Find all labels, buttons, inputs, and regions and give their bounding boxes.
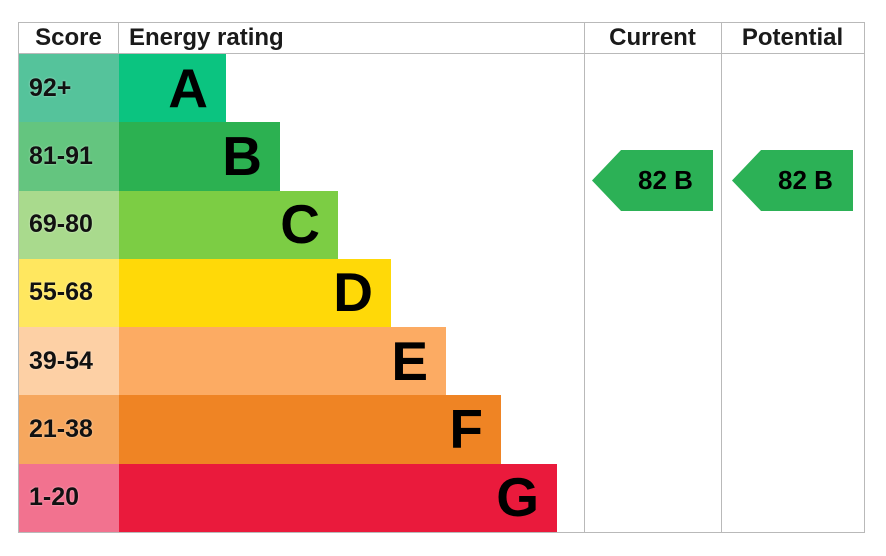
score-cell-b: 81-91	[19, 122, 119, 191]
band-row-d: 55-68 D	[19, 258, 864, 328]
rating-letter: A	[168, 56, 208, 119]
epc-table: Score Energy rating Current Potential 92…	[18, 22, 865, 533]
rating-bar-g: G	[119, 463, 557, 532]
band-row-f: 21-38 F	[19, 395, 864, 464]
score-cell-d: 55-68	[19, 258, 119, 328]
rating-bar-e: E	[119, 327, 446, 396]
score-column-header: Score	[19, 23, 119, 53]
current-column-divider	[584, 23, 585, 532]
rating-bar-a: A	[119, 54, 226, 123]
score-range-label: 69-80	[29, 210, 93, 239]
rating-letter: C	[280, 193, 320, 256]
rating-bar-d: D	[119, 258, 391, 328]
current-column-header: Current	[609, 24, 696, 51]
energy-rating-column-header: Energy rating	[129, 24, 284, 51]
current-rating-value: 82 B	[638, 165, 693, 195]
rating-letter: E	[391, 329, 428, 392]
rating-letter: G	[496, 466, 539, 529]
rating-bar-c: C	[119, 190, 338, 259]
epc-band-area: 92+ A 81-91 B 69-80 C	[19, 54, 864, 532]
score-range-label: 81-91	[29, 141, 93, 170]
current-rating-arrow: 82 B	[592, 150, 713, 211]
score-range-label: 21-38	[29, 415, 93, 444]
score-cell-g: 1-20	[19, 463, 119, 532]
score-range-label: 1-20	[29, 483, 80, 512]
potential-rating-arrow: 82 B	[732, 150, 853, 211]
band-row-a: 92+ A	[19, 54, 864, 123]
rating-letter: D	[333, 261, 373, 324]
rating-bar-f: F	[119, 395, 501, 464]
rating-letter: F	[449, 398, 483, 461]
potential-rating-value: 82 B	[778, 165, 833, 195]
rating-bar-b: B	[119, 122, 280, 191]
band-row-c: 69-80 C	[19, 190, 864, 259]
score-range-label: 92+	[29, 73, 72, 102]
band-row-g: 1-20 G	[19, 463, 864, 532]
score-range-label: 55-68	[29, 278, 93, 307]
rating-letter: B	[222, 124, 262, 187]
band-row-e: 39-54 E	[19, 327, 864, 396]
score-range-label: 39-54	[29, 346, 93, 375]
score-cell-a: 92+	[19, 54, 119, 123]
potential-column-header: Potential	[741, 24, 844, 51]
epc-header-row: Score Energy rating Current Potential	[19, 23, 864, 54]
score-cell-c: 69-80	[19, 190, 119, 259]
score-cell-e: 39-54	[19, 327, 119, 396]
band-row-b: 81-91 B	[19, 122, 864, 191]
potential-column-divider	[721, 23, 722, 532]
score-cell-f: 21-38	[19, 395, 119, 464]
